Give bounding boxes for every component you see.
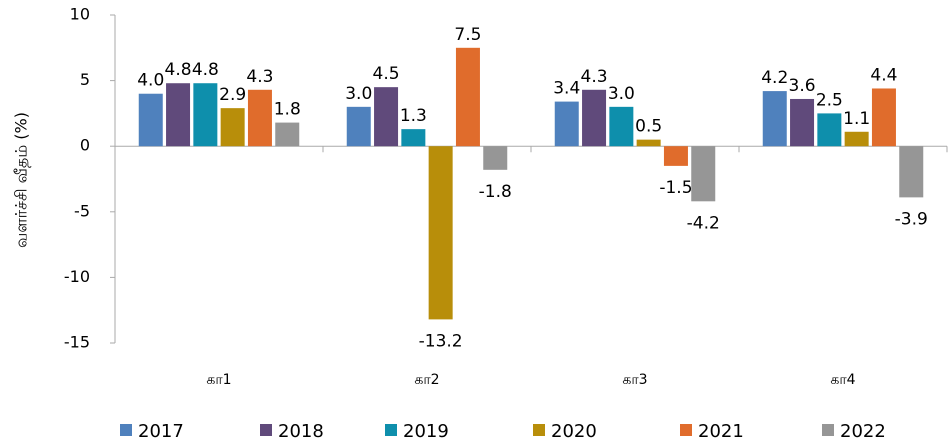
value-label: 3.6 [789, 76, 816, 96]
bar [582, 89, 607, 147]
value-label: 3.0 [345, 84, 372, 104]
legend-label: 2017 [138, 421, 184, 442]
value-label: 4.8 [192, 60, 219, 80]
x-tick-label: கா4 [830, 372, 855, 388]
bar [817, 113, 842, 147]
value-label: 2.5 [816, 90, 843, 110]
value-label: -1.8 [479, 182, 512, 202]
legend-swatch [260, 424, 272, 436]
y-tick-label: -5 [74, 201, 90, 220]
value-label: 4.4 [870, 65, 897, 85]
legend-swatch [385, 424, 397, 436]
bar [138, 93, 163, 147]
value-label: 4.5 [373, 64, 400, 84]
value-label: -1.5 [659, 178, 692, 198]
bar [346, 106, 371, 147]
legend-swatch [120, 424, 132, 436]
bar [762, 91, 787, 147]
x-tick-label: கா1 [206, 372, 231, 388]
y-tick-label: 0 [80, 136, 90, 155]
value-label: 4.2 [761, 68, 788, 88]
bar [401, 129, 426, 147]
bar [166, 83, 191, 147]
value-label: -4.2 [687, 213, 720, 233]
bar [220, 108, 245, 147]
x-tick-label: கா2 [414, 372, 439, 388]
legend-label: 2019 [403, 421, 449, 442]
bar [609, 106, 634, 147]
bar [455, 47, 480, 147]
bar [247, 89, 272, 147]
value-label: 0.5 [635, 117, 662, 137]
value-label: 1.3 [400, 106, 427, 126]
bar [691, 146, 716, 202]
value-label: 4.3 [246, 67, 273, 87]
y-tick-label: -10 [64, 267, 90, 286]
value-label: 3.0 [608, 84, 635, 104]
value-label: -3.9 [895, 209, 928, 229]
bar [428, 146, 453, 320]
bar [636, 139, 661, 147]
legend-swatch [680, 424, 692, 436]
legend-label: 2021 [698, 421, 744, 442]
bar [844, 131, 869, 147]
value-label: 4.8 [165, 60, 192, 80]
value-label: 2.9 [219, 85, 246, 105]
legend-label: 2020 [551, 421, 597, 442]
y-tick-label: 5 [80, 70, 90, 89]
value-label: 3.4 [553, 79, 580, 99]
bar [554, 101, 579, 147]
value-label: 4.3 [581, 67, 608, 87]
legend-swatch [822, 424, 834, 436]
bar [871, 88, 896, 147]
bar [374, 87, 399, 147]
value-label: 7.5 [454, 25, 481, 45]
bar [483, 146, 508, 170]
y-tick-label: -15 [64, 333, 90, 352]
value-label: -13.2 [419, 331, 463, 351]
bar [790, 98, 815, 147]
value-label: 1.8 [274, 100, 301, 120]
y-tick-label: 10 [70, 5, 90, 24]
bar [193, 83, 218, 147]
legend-label: 2022 [840, 421, 886, 442]
value-label: 1.1 [843, 109, 870, 129]
legend-label: 2018 [278, 421, 324, 442]
legend-swatch [533, 424, 545, 436]
bar [663, 146, 688, 166]
value-label: 4.0 [137, 71, 164, 91]
bar [899, 146, 924, 198]
y-axis-label: வளர்ச்சி வீதம் (%) [12, 112, 31, 248]
x-tick-label: கா3 [622, 372, 647, 388]
bar [275, 122, 300, 147]
